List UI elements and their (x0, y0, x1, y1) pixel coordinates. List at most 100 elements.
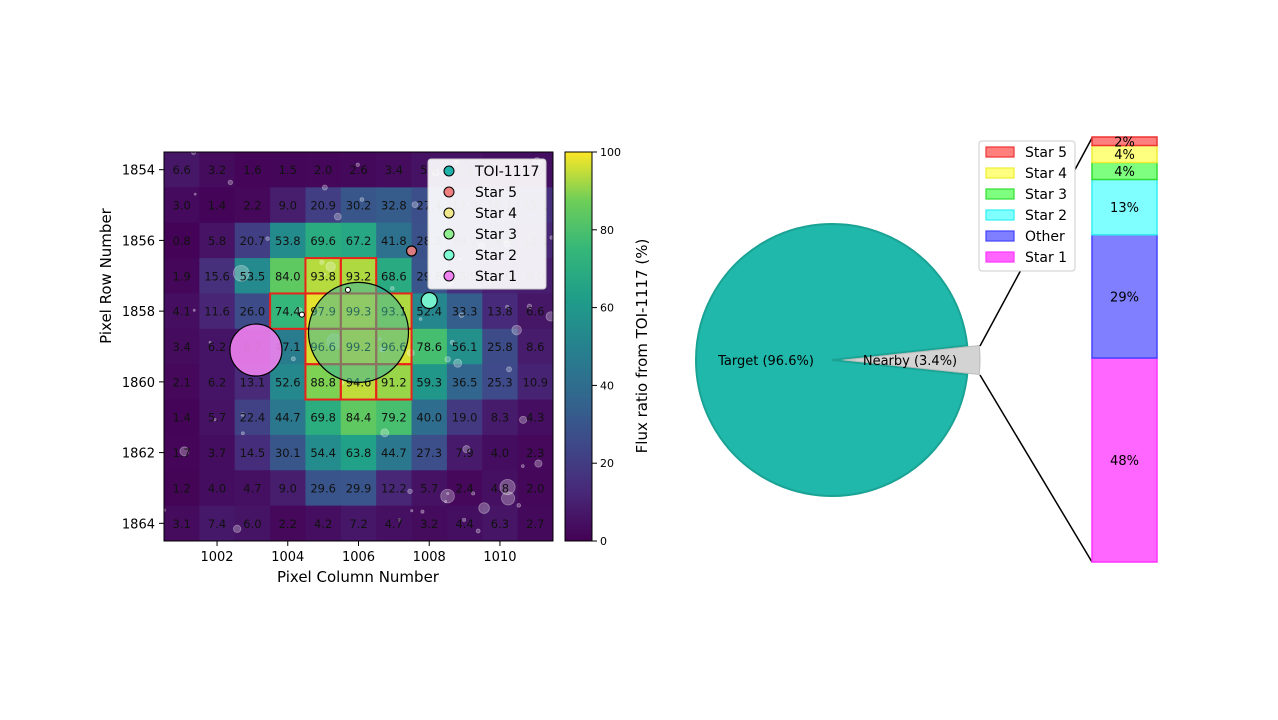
heatmap-cell (199, 187, 236, 224)
heatmap-cell-value: 4.0 (208, 481, 226, 495)
heatmap-cell-value: 29.9 (346, 481, 372, 495)
heatmap-cell-value: 6.2 (208, 340, 226, 354)
x-tick-label: 1010 (483, 550, 516, 565)
heatmap-cell (305, 187, 342, 224)
background-star (462, 445, 471, 454)
heatmap-cell-value: 0.8 (173, 234, 191, 248)
heatmap-cell-value: 2.4 (455, 481, 473, 495)
heatmap-cell (446, 434, 483, 471)
background-star (193, 192, 197, 196)
background-star (355, 162, 360, 167)
heatmap-cell (517, 364, 554, 401)
heatmap-cell (199, 364, 236, 401)
background-star (321, 184, 328, 191)
heatmap-cell-value: 6.0 (243, 517, 261, 531)
background-star (505, 304, 510, 310)
heatmap-cell (482, 364, 519, 401)
heatmap-cell-value: 2.0 (314, 163, 332, 177)
background-star (418, 317, 423, 321)
heatmap-cell (517, 470, 554, 507)
heatmap-cell (446, 505, 483, 542)
heatmap-cell-value: 8.6 (526, 340, 544, 354)
heatmap-cell (270, 293, 306, 330)
colorbar-tick-label: 20 (600, 457, 614, 470)
heatmap-cell-value: 5.7 (208, 411, 226, 425)
heatmap-cell (482, 470, 519, 507)
heatmap-legend: TOI-1117 Star 5 Star 4 Star 3 Star 2 Star 1 (427, 158, 547, 290)
background-star (227, 179, 233, 186)
pie-slice-nearby (843, 344, 981, 376)
heatmap-cell-value: 32.8 (381, 199, 407, 213)
heatmap-cell (340, 470, 377, 507)
colorbar-tick-label: 100 (600, 146, 621, 159)
heatmap-cell (340, 152, 377, 188)
heatmap-cell-value: 7.4 (208, 517, 226, 531)
heatmap-cell (340, 187, 377, 224)
heatmap-cell-value: 6.2 (208, 375, 226, 389)
heatmap-cell-value: 3.2 (208, 163, 226, 177)
heatmap-cell (234, 399, 271, 436)
heatmap-cell-value: 69.8 (310, 411, 336, 425)
heatmap-cell (411, 470, 448, 507)
pie-chart: Target (96.6%) Nearby (3.4%) (695, 223, 981, 497)
heatmap-cell-value: 78.6 (416, 340, 442, 354)
heatmap-cell (482, 505, 519, 542)
background-star (420, 509, 425, 514)
heatmap-cell-value: 4.7 (385, 517, 403, 531)
heatmap-cell-value: 40.0 (416, 411, 442, 425)
heatmap-cell-value: 1.6 (243, 163, 261, 177)
heatmap-cell-value: 59.3 (416, 375, 442, 389)
heatmap-cell-value: 11.6 (204, 305, 230, 319)
star-marker (405, 245, 418, 257)
background-star (191, 152, 196, 156)
heatmap-cell (446, 399, 483, 436)
background-star (397, 518, 401, 522)
background-star (407, 488, 413, 494)
background-star (501, 491, 516, 506)
heatmap-cell-value: 44.7 (381, 446, 407, 460)
background-star (192, 308, 196, 312)
heatmap-cell (340, 222, 377, 259)
heatmap-cell-value: 1.7 (173, 446, 191, 460)
legend-label: Star 3 (475, 227, 517, 243)
heatmap-cell (482, 293, 519, 330)
heatmap-cell-value: 4.2 (314, 517, 332, 531)
colorbar-tick-label: 0 (600, 535, 607, 548)
heatmap-cell-value: 12.2 (381, 481, 407, 495)
heatmap-cell (411, 328, 448, 365)
heatmap-cell-value: 4.3 (526, 411, 544, 425)
stacked-segment (1091, 357, 1158, 563)
x-tick-label: 1002 (200, 550, 233, 565)
heatmap-cell-value: 5.8 (208, 234, 226, 248)
background-star (240, 412, 245, 417)
y-axis-label: Pixel Row Number (97, 207, 115, 344)
bar-legend-label: Star 3 (1025, 187, 1067, 203)
background-star (549, 235, 553, 240)
background-star (478, 502, 490, 514)
background-star (208, 340, 212, 344)
heatmap-cell-value: 93.8 (310, 269, 336, 283)
bar-legend-label: Other (1025, 229, 1065, 245)
background-star (462, 517, 467, 522)
legend-marker (443, 165, 455, 177)
heatmap-cell (270, 470, 306, 507)
heatmap-cell (376, 152, 413, 188)
x-axis-ticks: 1002 1004 1006 1008 1010 (200, 541, 517, 565)
heatmap-cell-value: 6.6 (173, 163, 191, 177)
heatmap-cell (411, 364, 448, 401)
heatmap-cell (270, 258, 306, 294)
heatmap-cell-value: 1.4 (208, 199, 226, 213)
background-star (506, 366, 512, 373)
background-star (410, 509, 414, 513)
background-star (444, 499, 448, 503)
heatmap-cell-value: 2.0 (526, 481, 544, 495)
background-star (444, 356, 451, 363)
background-star (534, 459, 543, 468)
heatmap-cell-value: 19.0 (452, 411, 478, 425)
heatmap-cell-value: 2.7 (526, 517, 544, 531)
y-tick-label: 1858 (122, 305, 155, 320)
y-tick-label: 1864 (122, 517, 155, 532)
heatmap-cell (199, 505, 236, 542)
legend-marker (443, 249, 455, 261)
heatmap-cell (270, 505, 306, 542)
